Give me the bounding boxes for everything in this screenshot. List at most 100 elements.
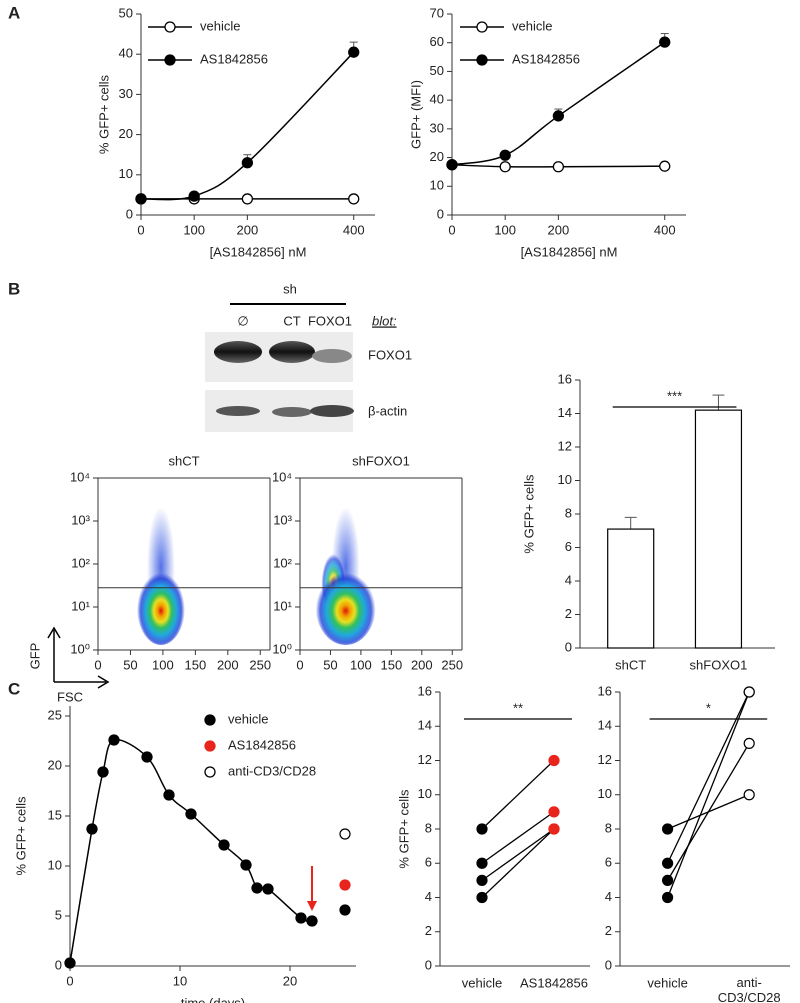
marker (476, 874, 488, 886)
y-tick-label: 25 (48, 707, 62, 722)
y-tick-label: 30 (119, 86, 133, 101)
marker (548, 754, 560, 767)
x-tick-label: 20 (283, 973, 297, 988)
marker (163, 789, 175, 801)
blot-group: sh (283, 281, 297, 296)
marker (339, 879, 351, 891)
pair-line (667, 691, 750, 864)
y-tick-label: 8 (425, 820, 432, 835)
y-tick-label: 14 (558, 405, 572, 420)
pair-line (667, 743, 750, 881)
legend-label: vehicle (200, 18, 240, 33)
y-tick-label: 10 (418, 786, 432, 801)
panel-label: C (8, 679, 20, 698)
x-tick-label: 10 (173, 973, 187, 988)
marker (295, 912, 307, 924)
marker (661, 891, 674, 904)
y-tick-label: 50 (119, 5, 133, 20)
marker (659, 160, 671, 172)
y-tick-label: 10⁰ (272, 641, 292, 656)
x-axis-title: [AS1842856] nM (521, 244, 618, 259)
y-axis-title: % GFP+ cells (396, 789, 411, 869)
marker (339, 828, 351, 840)
density-cloud (315, 569, 376, 645)
x-tick-label: 0 (296, 657, 303, 672)
marker (661, 857, 674, 869)
y-tick-label: 16 (558, 371, 572, 386)
marker (743, 686, 755, 698)
y-tick-label: 60 (430, 34, 444, 49)
x-tick-label: shFOXO1 (690, 657, 748, 672)
y-tick-label: 10¹ (71, 598, 90, 613)
marker (262, 883, 274, 895)
marker (108, 734, 120, 746)
y-tick-label: 10⁴ (272, 469, 292, 484)
y-tick-label: 6 (425, 855, 432, 870)
x-tick-label: vehicle (647, 975, 687, 990)
marker (306, 915, 318, 927)
marker (97, 766, 109, 778)
legend-marker (476, 21, 488, 33)
x-tick-label: 200 (548, 222, 570, 237)
pair-line (666, 691, 750, 898)
significance-label: ** (513, 700, 523, 715)
marker (135, 193, 147, 205)
legend-marker (204, 714, 216, 726)
bar (607, 528, 655, 649)
marker (141, 751, 153, 763)
x-tick-label: shCT (615, 657, 646, 672)
y-tick-label: 10 (430, 178, 444, 193)
arrow-head (307, 901, 317, 911)
y-axis-title: GFP+ (MFI) (408, 80, 423, 149)
arrow-head (47, 626, 61, 639)
significance-label: * (706, 700, 711, 715)
x-tick-label: 0 (137, 222, 144, 237)
marker (339, 904, 351, 916)
marker (218, 839, 230, 851)
y-tick-label: 40 (119, 46, 133, 61)
y-tick-label: 10³ (273, 512, 292, 527)
panel-label: A (8, 3, 20, 22)
marker (240, 859, 252, 871)
legend-label: AS1842856 (512, 51, 580, 66)
y-tick-label: 12 (418, 752, 432, 767)
y-tick-label: 15 (48, 807, 62, 822)
marker (251, 882, 263, 894)
marker (241, 193, 254, 205)
marker (659, 36, 671, 48)
flow-axis-key: GFP FSC (27, 626, 110, 704)
y-tick-label: 20 (48, 757, 62, 772)
lane-label: ∅ (237, 313, 248, 328)
bar (694, 409, 743, 649)
x-tick-label: 200 (217, 657, 239, 672)
x-axis-title: [AS1842856] nM (210, 244, 307, 259)
marker (446, 159, 458, 171)
density-cloud (136, 569, 185, 645)
y-tick-label: 5 (55, 907, 62, 922)
y-tick-label: 0 (565, 639, 572, 654)
y-tick-label: 20 (119, 126, 133, 141)
y-tick-label: 14 (598, 718, 612, 733)
marker (548, 806, 560, 818)
y-tick-label: 70 (430, 5, 444, 20)
y-tick-label: 10⁴ (70, 469, 90, 484)
marker (185, 808, 197, 820)
y-tick-label: 10 (558, 472, 572, 487)
marker (499, 161, 511, 173)
marker (661, 874, 674, 886)
text-line: anti- (737, 975, 762, 990)
blot-band (214, 341, 262, 363)
line (451, 41, 666, 166)
x-axis-title: time (days) (181, 995, 245, 1003)
y-tick-label: 30 (430, 120, 444, 135)
chart-title: shCT (168, 453, 199, 468)
marker (241, 157, 254, 169)
marker (743, 789, 755, 801)
line (451, 164, 665, 168)
y-tick-label: 2 (565, 606, 572, 621)
x-tick-label: vehicle (462, 975, 502, 990)
blot-row-label: β-actin (368, 403, 407, 418)
marker (552, 110, 565, 122)
y-tick-label: 12 (598, 752, 612, 767)
